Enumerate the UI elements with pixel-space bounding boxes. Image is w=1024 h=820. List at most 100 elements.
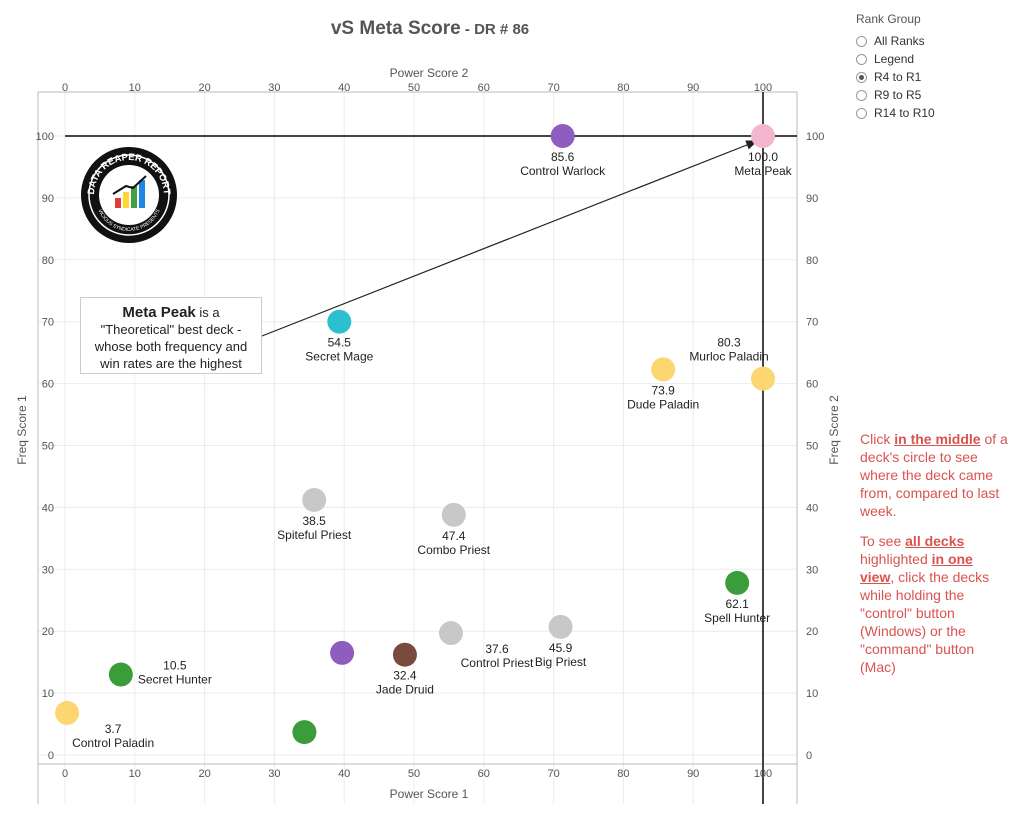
rank-option-label: All Ranks: [874, 34, 925, 48]
x-tick-label-bottom: 10: [129, 768, 141, 780]
deck-score-label: 85.6: [551, 150, 575, 164]
radio-button[interactable]: [856, 107, 867, 119]
deck-point: [725, 570, 750, 595]
deck-name-label: Dude Paladin: [627, 397, 699, 411]
y-tick-label-left: 0: [48, 750, 54, 762]
instructions-text: Click in the middle of a deck's circle t…: [860, 431, 1008, 675]
rank-option-label: R14 to R10: [874, 106, 935, 120]
callout-arrow: [261, 140, 759, 337]
deck-point: [302, 487, 327, 512]
y-tick-label-left: 50: [42, 441, 54, 453]
deck-name-label: Secret Mage: [305, 350, 373, 364]
deck-name-label: Spell Hunter: [704, 611, 770, 625]
y-tick-label-right: 80: [806, 255, 818, 267]
x-tick-label-bottom: 90: [687, 768, 699, 780]
y-tick-label-left: 100: [36, 131, 54, 143]
x-tick-label-top: 50: [408, 82, 420, 94]
y-tick-label-right: 70: [806, 317, 818, 329]
deck-point: [392, 642, 417, 667]
rank-option-label: R4 to R1: [874, 70, 922, 84]
deck-point: [751, 124, 775, 148]
deck-point: [550, 124, 575, 148]
y-tick-label-left: 80: [42, 255, 54, 267]
deck-score-label: 38.5: [303, 514, 327, 528]
y-tick-label-right: 50: [806, 441, 818, 453]
deck-score-label: 54.5: [328, 336, 352, 350]
deck-point: [292, 720, 317, 745]
deck-point: [651, 357, 676, 382]
y-tick-label-right: 90: [806, 193, 818, 205]
radio-button[interactable]: [856, 71, 867, 83]
rank-option-1[interactable]: Legend: [856, 50, 935, 68]
x-tick-label-bottom: 60: [478, 768, 490, 780]
x-tick-label-bottom: 100: [754, 768, 772, 780]
y-axis-title-right: Freq Score 2: [827, 395, 841, 465]
rank-option-0[interactable]: All Ranks: [856, 32, 935, 50]
deck-score-label: 32.4: [393, 669, 417, 683]
deck-name-label: Control Warlock: [520, 164, 606, 178]
radio-button[interactable]: [856, 35, 867, 47]
x-tick-label-top: 30: [268, 82, 280, 94]
deck-point: [441, 502, 466, 527]
rank-option-2[interactable]: R4 to R1: [856, 68, 935, 86]
x-axis-title-bottom: Power Score 1: [390, 787, 469, 801]
y-tick-label-left: 60: [42, 379, 54, 391]
radio-button[interactable]: [856, 89, 867, 101]
deck-name-label: Combo Priest: [417, 543, 490, 557]
x-tick-label-top: 60: [478, 82, 490, 94]
data-reaper-logo: DATA REAPER REPORT VICIOUS SYNDICATE PRE…: [80, 146, 178, 244]
deck-score-label: 10.5: [163, 659, 187, 673]
y-tick-label-right: 20: [806, 626, 818, 638]
y-tick-label-right: 60: [806, 379, 818, 391]
x-tick-label-bottom: 0: [62, 768, 68, 780]
y-tick-label-left: 70: [42, 317, 54, 329]
deck-name-label: Spiteful Priest: [277, 528, 352, 542]
deck-point: [327, 309, 352, 334]
x-tick-label-top: 80: [617, 82, 629, 94]
rank-group-title: Rank Group: [856, 12, 921, 26]
y-tick-label-right: 100: [806, 131, 824, 143]
rank-option-label: Legend: [874, 52, 915, 66]
x-tick-label-bottom: 80: [617, 768, 629, 780]
deck-point: [548, 614, 573, 639]
y-tick-label-right: 40: [806, 502, 818, 514]
deck-name-label: Murloc Paladin: [689, 350, 768, 364]
rank-option-label: R9 to R5: [874, 88, 922, 102]
deck-name-label: Secret Hunter: [138, 673, 212, 687]
y-tick-label-left: 90: [42, 193, 54, 205]
x-axis-title-top: Power Score 2: [390, 66, 469, 80]
x-tick-label-top: 70: [547, 82, 559, 94]
deck-score-label: 47.4: [442, 529, 466, 543]
x-tick-label-bottom: 50: [408, 768, 420, 780]
y-tick-label-right: 10: [806, 688, 818, 700]
deck-score-label: 80.3: [717, 336, 741, 350]
deck-point: [108, 662, 133, 687]
rank-option-4[interactable]: R14 to R10: [856, 104, 935, 122]
y-tick-label-right: 0: [806, 750, 812, 762]
y-tick-label-left: 10: [42, 688, 54, 700]
x-tick-label-bottom: 70: [547, 768, 559, 780]
deck-score-label: 73.9: [652, 383, 676, 397]
x-tick-label-bottom: 30: [268, 768, 280, 780]
y-axis-title-left: Freq Score 1: [15, 395, 29, 465]
deck-score-label: 45.9: [549, 641, 573, 655]
x-tick-label-top: 90: [687, 82, 699, 94]
y-tick-label-left: 30: [42, 564, 54, 576]
rank-option-3[interactable]: R9 to R5: [856, 86, 935, 104]
deck-name-label: Control Paladin: [72, 736, 154, 750]
x-tick-label-bottom: 20: [198, 768, 210, 780]
deck-point: [330, 640, 355, 665]
y-tick-label-left: 40: [42, 502, 54, 514]
x-tick-label-top: 100: [754, 82, 772, 94]
x-tick-label-top: 20: [198, 82, 210, 94]
x-tick-label-top: 10: [129, 82, 141, 94]
deck-point: [438, 621, 463, 646]
deck-name-label: Meta Peak: [734, 164, 792, 178]
deck-name-label: Big Priest: [535, 655, 587, 669]
deck-point: [55, 700, 80, 725]
deck-score-label: 37.6: [485, 642, 509, 656]
y-tick-label-left: 20: [42, 626, 54, 638]
x-tick-label-bottom: 40: [338, 768, 350, 780]
radio-button[interactable]: [856, 53, 867, 65]
